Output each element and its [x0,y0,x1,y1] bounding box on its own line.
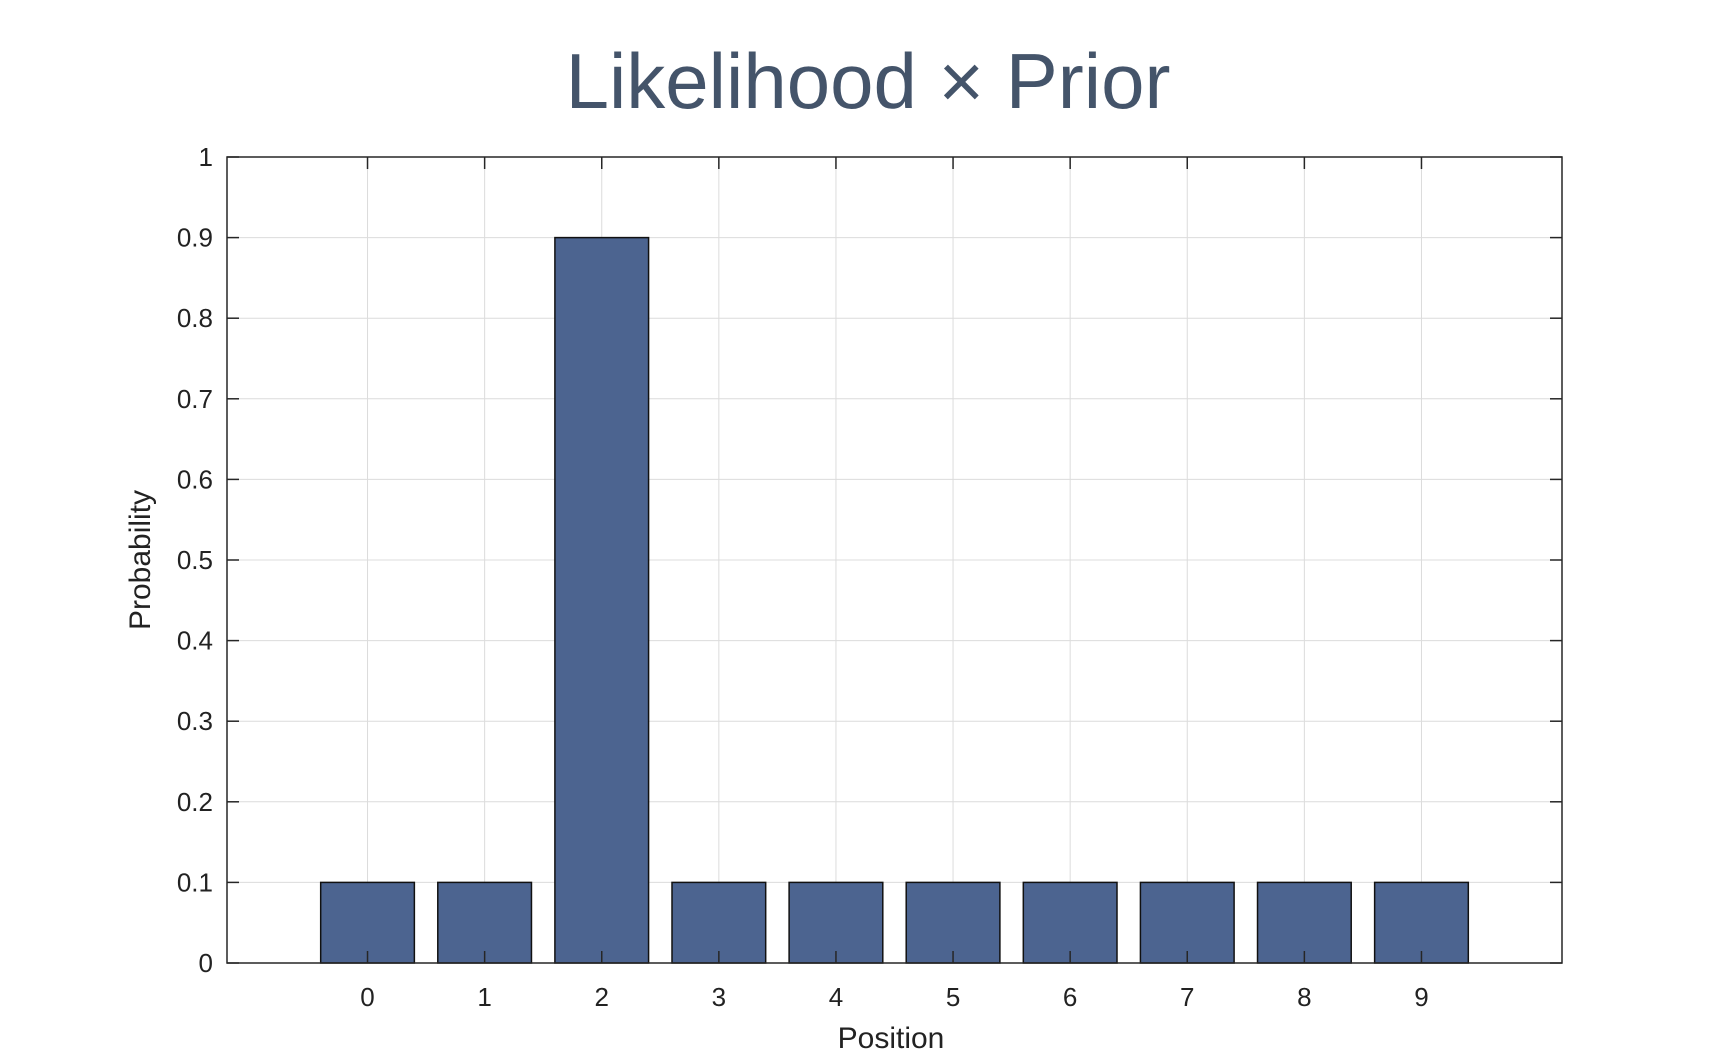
bar-position-9 [1373,881,1470,964]
bar-position-4 [788,881,884,964]
y-tick-label: 0.9 [177,223,213,253]
x-tick-label: 8 [1297,982,1311,1012]
y-tick-label: 0.3 [177,706,213,736]
y-tick-label: 0.8 [177,303,213,333]
axis-ticks [227,156,1562,964]
bar-position-5 [905,881,1001,964]
y-axis-label: Probability [124,490,157,630]
x-tick-label: 9 [1414,982,1428,1012]
bar-position-0 [319,881,416,964]
x-tick-label: 1 [477,982,491,1012]
y-tick-label: 0.1 [177,867,213,897]
y-tick-label: 0 [199,948,213,978]
y-tick-label: 0.2 [177,787,213,817]
bars [319,236,1470,964]
x-tick-label: 6 [1063,982,1077,1012]
y-tick-label: 0.7 [177,384,213,414]
y-tick-label: 1 [199,142,213,172]
x-tick-labels: 0 1 2 3 4 5 6 7 8 9 [360,982,1428,1012]
bar-position-7 [1139,881,1235,964]
y-tick-label: 0.6 [177,464,213,494]
x-tick-label: 3 [712,982,726,1012]
bar-position-8 [1256,881,1352,964]
bar-position-1 [437,881,533,964]
x-tick-label: 0 [360,982,374,1012]
x-tick-label: 4 [829,982,843,1012]
bar-position-6 [1022,881,1118,964]
chart-title: Likelihood × Prior [566,37,1171,125]
x-axis-label: Position [838,1022,945,1055]
y-tick-label: 0.5 [177,545,213,575]
y-tick-label: 0.4 [177,626,213,656]
x-tick-label: 5 [946,982,960,1012]
y-tick-labels: 0 0.1 0.2 0.3 0.4 0.5 0.6 0.7 0.8 0.9 1 [177,142,213,978]
bar-position-3 [671,881,767,964]
x-tick-label: 2 [595,982,609,1012]
x-tick-label: 7 [1180,982,1194,1012]
bar-position-2 [554,236,650,964]
grid [227,157,1562,963]
